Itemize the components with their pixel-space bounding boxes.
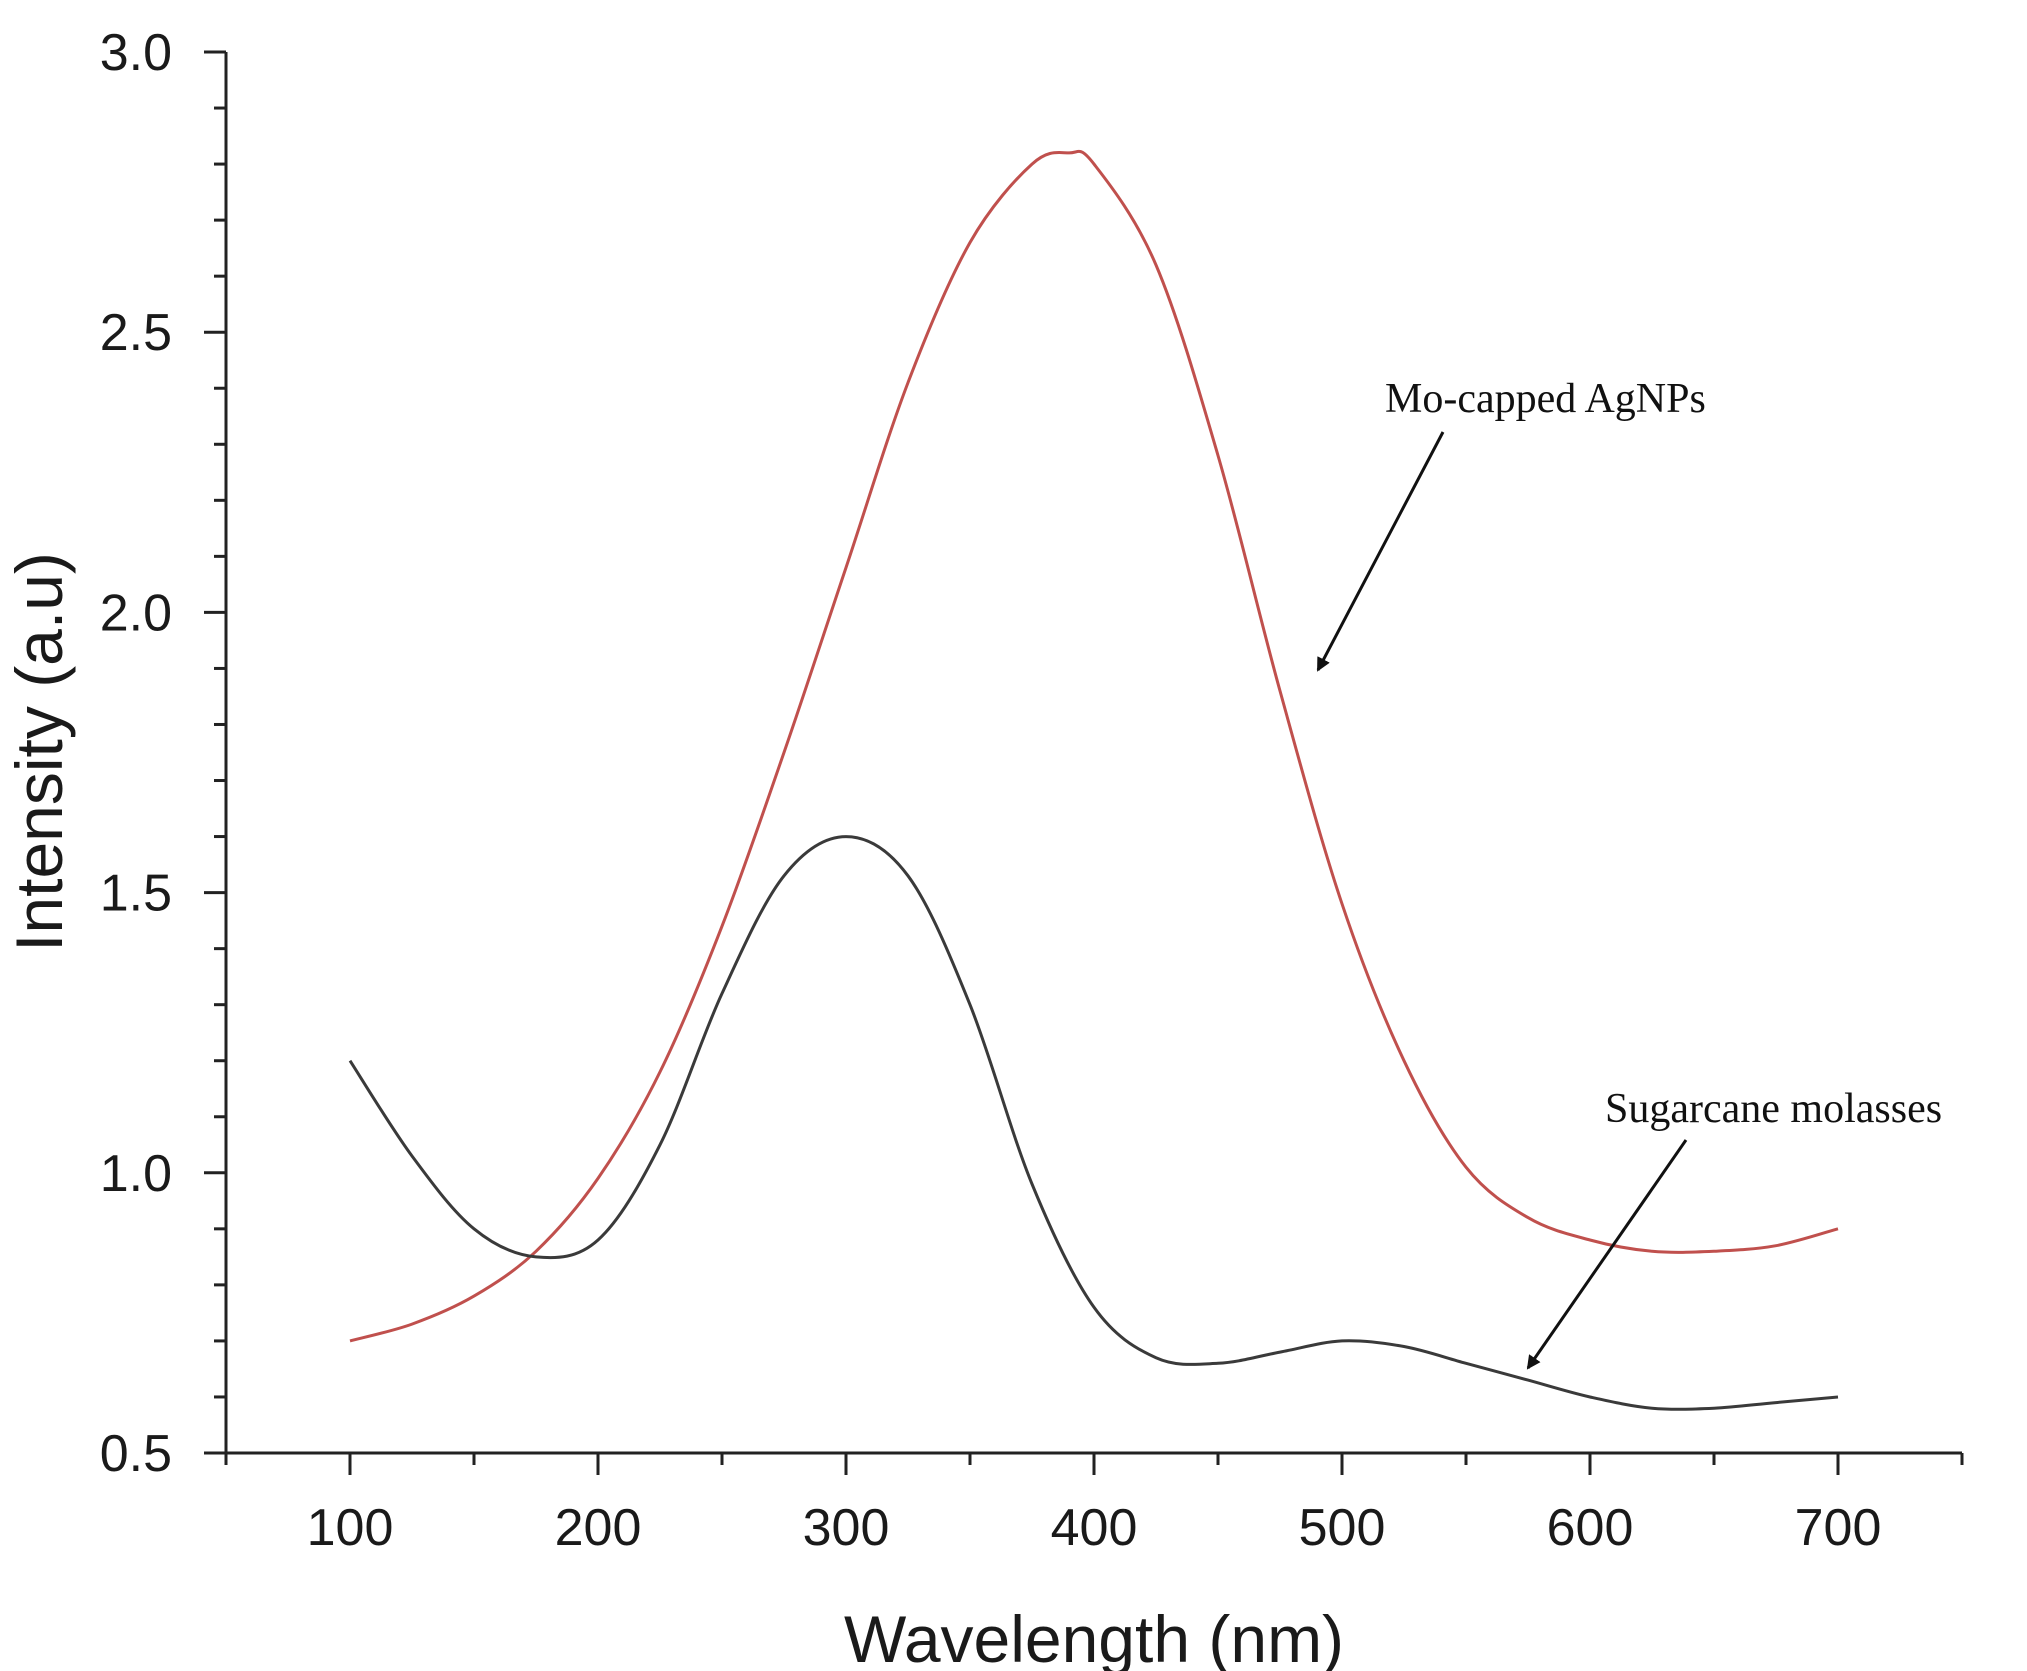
annotation-arrow-molasses (1526, 1139, 1688, 1370)
y-ticks: 0.5 1.0 1.5 2.0 2.5 3.0 (100, 24, 226, 1483)
x-tick-label: 500 (1299, 1499, 1386, 1557)
x-tick-label: 300 (803, 1499, 890, 1557)
series-layer (348, 149, 1839, 1411)
x-tick-label: 200 (555, 1499, 642, 1557)
x-tick-label: 600 (1547, 1499, 1634, 1557)
x-axis-title: Wavelength (nm) (844, 1602, 1344, 1671)
annotation-label-ag-nps: Mo-capped AgNPs (1385, 376, 1706, 422)
y-axis-title: Intensity (a.u) (2, 552, 76, 952)
x-tick-label: 400 (1051, 1499, 1138, 1557)
axes (224, 52, 1962, 1455)
y-tick-label: 0.5 (100, 1425, 172, 1483)
annotation-arrow-ag-nps (1316, 431, 1445, 672)
y-tick-label: 1.5 (100, 865, 172, 923)
annotations: Mo-capped AgNPs Sugarcane molasses (1316, 376, 1942, 1370)
x-tick-label: 100 (307, 1499, 394, 1557)
y-tick-label: 1.0 (100, 1145, 172, 1203)
x-ticks: 100 200 300 400 500 600 700 (224, 1453, 1964, 1557)
series-line-mo-capped-agnps (349, 149, 1839, 1343)
y-tick-label: 2.5 (100, 304, 172, 362)
series-line-sugarcane-molasses (348, 835, 1839, 1411)
annotation-label-molasses: Sugarcane molasses (1605, 1086, 1942, 1132)
x-tick-label: 700 (1795, 1499, 1882, 1557)
y-tick-label: 3.0 (100, 24, 172, 82)
y-tick-label: 2.0 (100, 584, 172, 642)
